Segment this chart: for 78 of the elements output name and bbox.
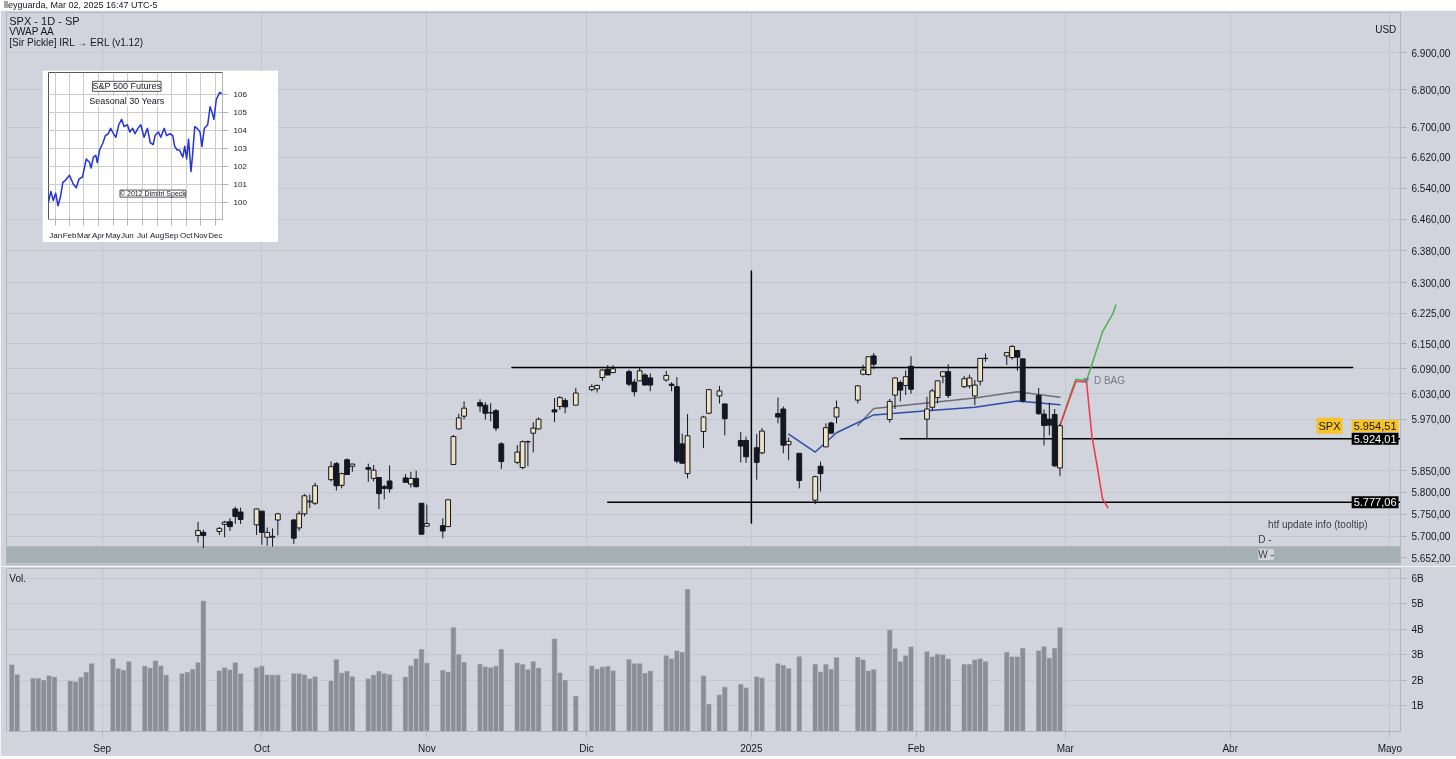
line-series xyxy=(48,91,223,207)
y-tick-label: 5.700,00 xyxy=(1411,531,1451,543)
x-tick-label: Sep xyxy=(93,742,112,754)
candlestick xyxy=(551,397,558,423)
x-tick-label: Jun xyxy=(120,230,134,240)
text: S&P 500 Futures Seasonal 30 Years xyxy=(89,81,165,107)
x-tick-label: Sep xyxy=(164,230,180,240)
y-tick-label: 6.225,00 xyxy=(1411,308,1451,320)
y-tick-label: 4B xyxy=(1411,623,1425,635)
x-tick-label: Dic xyxy=(579,742,594,754)
x-tick-label: Mar xyxy=(1056,742,1075,754)
y-tick-label: 6.380,00 xyxy=(1411,245,1451,257)
annotation: 5.924,01 xyxy=(1353,432,1397,445)
candlestick xyxy=(700,415,707,449)
x-tick-label: Feb xyxy=(907,742,926,754)
x-tick-label: Feb xyxy=(62,230,77,240)
y-tick-label: 5B xyxy=(1411,598,1425,610)
y-tick-label: 6.460,00 xyxy=(1411,214,1451,226)
annotation: 5.777,06 xyxy=(1353,496,1397,509)
candlestick xyxy=(721,403,728,436)
annotation: D - xyxy=(1258,534,1272,546)
annotation: htf update info (tooltip) xyxy=(1268,519,1368,531)
text: lleyguarda, Mar 02, 2025 16:47 UTC-5 xyxy=(4,0,158,10)
annotation: USD xyxy=(1375,23,1397,35)
x-tick-label: Apr xyxy=(91,230,105,240)
x-tick-label: Abr xyxy=(1222,742,1239,754)
y-tick-label: 6.900,00 xyxy=(1411,47,1451,59)
candlestick xyxy=(498,441,505,470)
x-tick-label: Mayo xyxy=(1377,742,1403,754)
text: Vol. xyxy=(9,573,26,585)
y-tick-label: 3B xyxy=(1411,649,1425,661)
y-tick-label: 6.030,00 xyxy=(1411,388,1451,400)
candlestick xyxy=(705,388,712,415)
y-tick-label: 5.970,00 xyxy=(1411,414,1451,426)
y-tick-label: 101 xyxy=(233,179,248,189)
y-tick-label: 6.700,00 xyxy=(1411,122,1451,134)
x-tick-label: Oct xyxy=(179,230,194,240)
y-tick-label: 5.800,00 xyxy=(1411,487,1451,499)
x-tick-label: Jul xyxy=(137,230,148,240)
annotation: [Sir Pickle] IRL → ERL (v1.12) xyxy=(9,36,144,48)
candlestick xyxy=(854,384,861,405)
candlestick xyxy=(886,398,893,424)
y-tick-label: 6.090,00 xyxy=(1411,363,1451,375)
y-tick-label: 1B xyxy=(1411,700,1425,712)
y-tick-label: 103 xyxy=(233,143,248,153)
annotation: VWAP AA xyxy=(9,25,55,37)
candlestick xyxy=(812,475,819,505)
y-tick-label: 5.750,00 xyxy=(1411,509,1451,521)
y-tick-label: 102 xyxy=(233,161,248,171)
y-tick-label: 105 xyxy=(233,107,248,117)
x-tick-label: Nov xyxy=(417,742,436,754)
candlestick xyxy=(833,400,840,424)
y-tick-label: 106 xyxy=(233,89,248,99)
y-tick-label: 6B xyxy=(1411,572,1425,584)
chart-title: SPX - 1D - SP xyxy=(9,14,80,27)
x-tick-label: Mar xyxy=(76,230,92,240)
x-tick-label: May xyxy=(105,230,121,240)
x-tick-label: Oct xyxy=(254,742,270,754)
annotation: W - xyxy=(1258,549,1274,561)
annotation: ▼ D BAG xyxy=(1081,374,1126,386)
y-tick-label: 100 xyxy=(233,197,248,207)
y-tick-label: 104 xyxy=(233,125,248,135)
y-tick-label: 5.850,00 xyxy=(1411,465,1451,477)
annotation: 5.954,51 xyxy=(1353,419,1397,432)
x-tick-label: Dec xyxy=(208,230,223,240)
x-tick-label: Nov xyxy=(193,230,208,240)
x-tick-label: 2025 xyxy=(740,742,763,754)
y-tick-label: 6.540,00 xyxy=(1411,183,1451,195)
y-tick-label: 2B xyxy=(1411,674,1425,686)
y-tick-label: 6.620,00 xyxy=(1411,152,1451,164)
y-tick-label: 6.150,00 xyxy=(1411,338,1451,350)
x-tick-label: Jan xyxy=(49,230,63,240)
y-tick-label: 6.800,00 xyxy=(1411,84,1451,96)
candlestick xyxy=(817,461,824,492)
y-tick-label: 5.652,00 xyxy=(1411,552,1451,564)
annotation: SPX xyxy=(1318,419,1342,432)
y-tick-label: 6.300,00 xyxy=(1411,277,1451,289)
x-tick-label: Aug xyxy=(149,230,165,240)
